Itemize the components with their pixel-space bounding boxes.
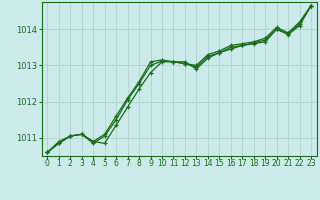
Text: Graphe pression niveau de la mer (hPa): Graphe pression niveau de la mer (hPa) — [41, 184, 279, 194]
